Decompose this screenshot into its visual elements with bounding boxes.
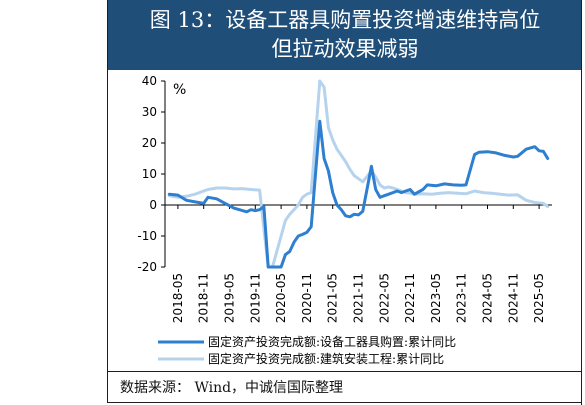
y-unit-label: % xyxy=(173,82,186,98)
chart-title-line2: 但拉动效果减弱 xyxy=(271,37,419,61)
x-tick-label: 2024-05 xyxy=(481,273,495,323)
series-line-1 xyxy=(167,119,550,269)
x-tick-label: 2024-11 xyxy=(506,273,520,323)
y-tick-label: -20 xyxy=(137,260,157,274)
x-tick-label: 2019-11 xyxy=(248,273,262,323)
source-label: 数据来源： xyxy=(120,380,190,396)
y-tick-label: 40 xyxy=(142,74,157,88)
y-tick-label: 10 xyxy=(142,167,157,181)
x-tick-label: 2023-11 xyxy=(455,273,469,323)
x-tick-label: 2022-05 xyxy=(377,273,391,323)
series-line-2 xyxy=(167,79,550,269)
legend: 固定资产投资完成额:设备工器具购置:累计同比固定资产投资完成额:建筑安装工程:累… xyxy=(158,334,456,366)
legend-label-1: 固定资产投资完成额:设备工器具购置:累计同比 xyxy=(208,334,456,349)
x-tick-label: 2020-11 xyxy=(300,273,314,323)
x-tick-label: 2021-11 xyxy=(352,273,366,323)
x-axis: 2018-05 2018-11 2019-05 2019-11 2020-05 2020-… xyxy=(165,204,552,323)
x-tick-label: 2018-05 xyxy=(171,273,185,323)
x-tick-label: 2018-11 xyxy=(197,273,211,323)
x-tick-label: 2022-11 xyxy=(403,273,417,323)
source-text: Wind，中诚信国际整理 xyxy=(190,380,344,396)
x-tick-label: 2025-05 xyxy=(532,273,546,323)
figure-frame: 图 13：设备工器具购置投资增速维持高位 但拉动效果减弱 -20 -10 0 10 20… xyxy=(107,0,583,403)
x-tick-label: 2019-05 xyxy=(223,273,237,323)
x-tick-label: 2021-05 xyxy=(326,273,340,323)
y-axis: -20 -10 0 10 20 30 40 xyxy=(137,74,166,274)
y-tick-label: -10 xyxy=(137,229,157,243)
chart-title-line1: 图 13：设备工器具购置投资增速维持高位 xyxy=(149,8,541,32)
x-tick-label: 2023-05 xyxy=(429,273,443,323)
legend-label-2: 固定资产投资完成额:建筑安装工程:累计同比 xyxy=(208,351,444,366)
y-tick-label: 0 xyxy=(149,198,157,212)
y-tick-label: 20 xyxy=(142,136,157,150)
adjacent-panel-edge xyxy=(581,0,585,405)
series-lines xyxy=(167,79,550,269)
title-bar: 图 13：设备工器具购置投资增速维持高位 但拉动效果减弱 xyxy=(108,0,582,70)
source-note: 数据来源： Wind，中诚信国际整理 xyxy=(108,371,582,402)
y-tick-label: 30 xyxy=(142,105,157,119)
x-tick-label: 2020-05 xyxy=(274,273,288,323)
